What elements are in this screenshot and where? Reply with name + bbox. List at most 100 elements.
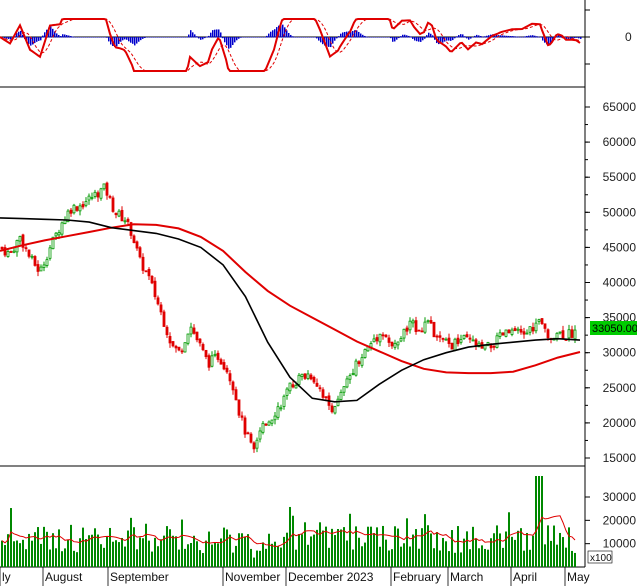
candle-body bbox=[456, 337, 460, 345]
macd-hist-bar bbox=[158, 37, 160, 38]
macd-hist-bar bbox=[164, 37, 166, 38]
candle-body bbox=[435, 335, 439, 338]
candle-body bbox=[87, 195, 91, 201]
candle-body bbox=[255, 439, 259, 449]
macd-hist-bar bbox=[10, 37, 12, 40]
volume-bar bbox=[145, 523, 147, 567]
candle-body bbox=[309, 374, 313, 380]
x-axis-label: August bbox=[45, 570, 83, 584]
volume-axis: 30000 20000 10000 bbox=[585, 490, 636, 551]
macd-hist-bar bbox=[136, 37, 138, 44]
volume-bar bbox=[460, 552, 462, 567]
candle-body bbox=[333, 406, 337, 414]
volume-bar bbox=[412, 534, 414, 567]
macd-hist-bar bbox=[342, 32, 344, 38]
macd-hist-bar bbox=[162, 37, 164, 38]
macd-hist-bar bbox=[148, 37, 150, 38]
volume-bar bbox=[118, 542, 120, 567]
volume-bar bbox=[499, 533, 501, 567]
x-axis-label: ly bbox=[2, 570, 11, 584]
volume-bar bbox=[61, 551, 63, 567]
volume-bar bbox=[472, 526, 474, 567]
macd-hist-bar bbox=[398, 37, 400, 39]
macd-hist-bar bbox=[34, 37, 36, 44]
macd-hist-bar bbox=[186, 37, 188, 38]
volume-bar bbox=[496, 525, 498, 567]
volume-bar bbox=[436, 532, 438, 567]
macd-hist-bar bbox=[22, 34, 24, 38]
volume-bar bbox=[199, 550, 201, 567]
candle-body bbox=[288, 382, 292, 392]
volume-bar bbox=[94, 528, 96, 567]
macd-hist-bar bbox=[468, 37, 470, 40]
macd-hist-bar bbox=[114, 37, 116, 47]
macd-hist-bar bbox=[100, 37, 102, 38]
candle-body bbox=[0, 246, 4, 250]
candle-body bbox=[348, 375, 352, 380]
volume-moving-average bbox=[1, 515, 576, 548]
volume-bar bbox=[292, 515, 294, 567]
candle-body bbox=[324, 396, 328, 399]
macd-hist-bar bbox=[442, 37, 444, 43]
macd-hist-bar bbox=[456, 36, 458, 38]
candle-body bbox=[246, 432, 250, 435]
volume-bar bbox=[181, 519, 183, 567]
macd-hist-bar bbox=[188, 34, 190, 38]
volume-bar bbox=[517, 530, 519, 567]
candle-body bbox=[501, 332, 505, 336]
macd-hist-bar bbox=[128, 37, 130, 42]
macd-hist-bar bbox=[130, 37, 132, 43]
macd-hist-bar bbox=[386, 37, 388, 38]
volume-bar bbox=[256, 550, 258, 567]
candle-body bbox=[39, 266, 43, 272]
candle-body bbox=[102, 183, 106, 190]
macd-hist-bar bbox=[472, 36, 474, 38]
volume-bar bbox=[382, 525, 384, 567]
candle-body bbox=[249, 433, 253, 443]
macd-hist-bar bbox=[530, 35, 532, 38]
macd-hist-bar bbox=[574, 37, 576, 39]
volume-bar bbox=[466, 531, 468, 567]
macd-hist-bar bbox=[284, 27, 286, 38]
candle-body bbox=[222, 362, 226, 370]
macd-hist-bar bbox=[526, 35, 528, 38]
macd-hist-bar bbox=[418, 37, 420, 42]
candle-body bbox=[48, 247, 52, 259]
volume-bar bbox=[400, 546, 402, 567]
macd-hist-bar bbox=[476, 34, 478, 38]
volume-tick-label: 30000 bbox=[603, 490, 637, 504]
price-tick-label: 50000 bbox=[603, 205, 637, 219]
volume-bar bbox=[151, 551, 153, 567]
macd-hist-bar bbox=[230, 37, 232, 48]
volume-bar bbox=[97, 534, 99, 567]
volume-bar bbox=[535, 476, 537, 567]
volume-bar bbox=[178, 549, 180, 567]
volume-bar bbox=[448, 551, 450, 567]
volume-bar bbox=[13, 541, 15, 567]
candle-body bbox=[519, 329, 523, 333]
macd-hist-bar bbox=[336, 37, 338, 39]
macd-hist-bar bbox=[496, 34, 498, 38]
x-axis-label: September bbox=[110, 570, 169, 584]
macd-hist-bar bbox=[528, 35, 530, 38]
volume-bar bbox=[163, 535, 165, 567]
macd-hist-bar bbox=[450, 37, 452, 41]
macd-hist-bar bbox=[396, 37, 398, 40]
volume-bar bbox=[394, 526, 396, 567]
candle-body bbox=[534, 322, 538, 332]
volume-bar bbox=[343, 527, 345, 567]
candle-body bbox=[462, 334, 466, 340]
candle-body bbox=[570, 329, 574, 338]
macd-hist-bar bbox=[548, 37, 550, 46]
volume-bar bbox=[70, 524, 72, 567]
candle-body bbox=[468, 337, 472, 340]
volume-bar bbox=[268, 533, 270, 567]
price-tick-label: 40000 bbox=[603, 276, 637, 290]
volume-bar bbox=[361, 546, 363, 567]
macd-hist-bar bbox=[532, 35, 534, 38]
volume-bar bbox=[430, 533, 432, 567]
macd-hist-bar bbox=[536, 36, 538, 38]
volume-bar bbox=[391, 549, 393, 567]
macd-hist-bar bbox=[44, 32, 46, 38]
